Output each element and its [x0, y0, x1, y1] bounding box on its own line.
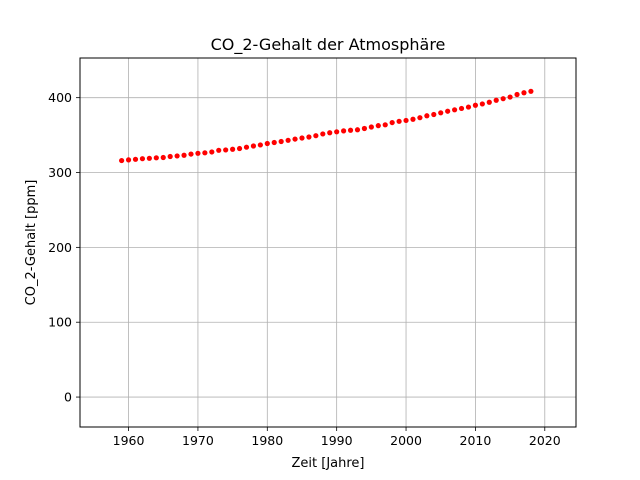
- data-point: [167, 153, 173, 160]
- data-point: [139, 156, 146, 162]
- data-point: [334, 129, 340, 135]
- data-point: [514, 91, 520, 98]
- data-point: [486, 99, 492, 105]
- data-point: [160, 154, 166, 161]
- data-point: [257, 142, 263, 148]
- data-point: [243, 144, 250, 150]
- data-point: [417, 115, 423, 121]
- y-tick-label: 300: [48, 165, 72, 180]
- data-point: [465, 104, 472, 110]
- plot-frame: [79, 57, 577, 428]
- data-point: [389, 119, 395, 126]
- y-tick-label: 100: [48, 315, 72, 330]
- data-point: [125, 157, 132, 163]
- data-point: [341, 128, 347, 134]
- data-point: [223, 147, 229, 153]
- data-points: [119, 88, 534, 164]
- data-point: [202, 150, 208, 156]
- grid: [80, 58, 576, 427]
- y-tick-label: 0: [64, 390, 72, 405]
- data-point: [313, 133, 319, 139]
- data-point: [431, 111, 437, 118]
- x-tick-label: 1970: [182, 433, 214, 448]
- data-point: [458, 105, 465, 112]
- data-point: [306, 134, 312, 140]
- data-point: [230, 146, 236, 152]
- y-axis-label: CO_2-Gehalt [ppm]: [24, 180, 39, 306]
- data-point: [250, 143, 257, 149]
- data-point: [181, 152, 187, 158]
- data-point: [216, 147, 222, 153]
- data-point: [132, 156, 139, 162]
- data-point: [479, 101, 485, 107]
- data-point: [146, 155, 152, 161]
- data-point: [347, 127, 354, 133]
- data-point: [264, 140, 270, 147]
- data-point: [396, 118, 402, 124]
- data-point: [528, 88, 534, 94]
- data-point: [382, 122, 388, 128]
- y-axis-ticks: 0 100 200 300 400: [48, 90, 80, 405]
- x-tick-label: 1980: [251, 433, 283, 448]
- data-point: [320, 131, 326, 137]
- data-point: [292, 136, 298, 142]
- y-tick-label: 400: [48, 90, 72, 105]
- data-point: [500, 96, 506, 102]
- data-point: [236, 145, 243, 152]
- data-point: [445, 108, 451, 114]
- data-point: [209, 149, 215, 155]
- x-tick-label: 1990: [321, 433, 353, 448]
- data-point: [375, 123, 381, 129]
- y-tick-label: 200: [48, 240, 72, 255]
- data-point: [327, 130, 333, 136]
- x-axis-label: Zeit [Jahre]: [292, 456, 365, 471]
- data-point: [271, 139, 277, 146]
- data-point: [174, 153, 180, 159]
- data-point: [424, 113, 430, 119]
- data-point: [368, 124, 374, 130]
- data-point: [493, 97, 499, 103]
- data-point: [153, 155, 159, 161]
- data-point: [438, 110, 444, 116]
- data-point: [285, 137, 291, 143]
- data-point: [195, 150, 201, 156]
- data-point: [119, 157, 125, 164]
- data-point: [403, 117, 409, 124]
- x-tick-label: 2010: [460, 433, 492, 448]
- x-tick-label: 1960: [113, 433, 145, 448]
- data-point: [410, 116, 416, 122]
- x-tick-label: 2020: [529, 433, 561, 448]
- data-point: [507, 94, 513, 100]
- x-axis-ticks: 1960 1970 1980 1990 2000 2010 2020: [113, 427, 561, 448]
- data-point: [361, 125, 368, 132]
- data-point: [452, 107, 458, 113]
- data-point: [299, 135, 305, 141]
- data-point: [188, 151, 194, 157]
- data-point: [472, 102, 479, 108]
- chart-title: CO_2-Gehalt der Atmosphäre: [211, 35, 446, 55]
- data-point: [278, 138, 284, 145]
- x-tick-label: 2000: [390, 433, 422, 448]
- data-point: [354, 127, 361, 133]
- data-point: [521, 90, 527, 96]
